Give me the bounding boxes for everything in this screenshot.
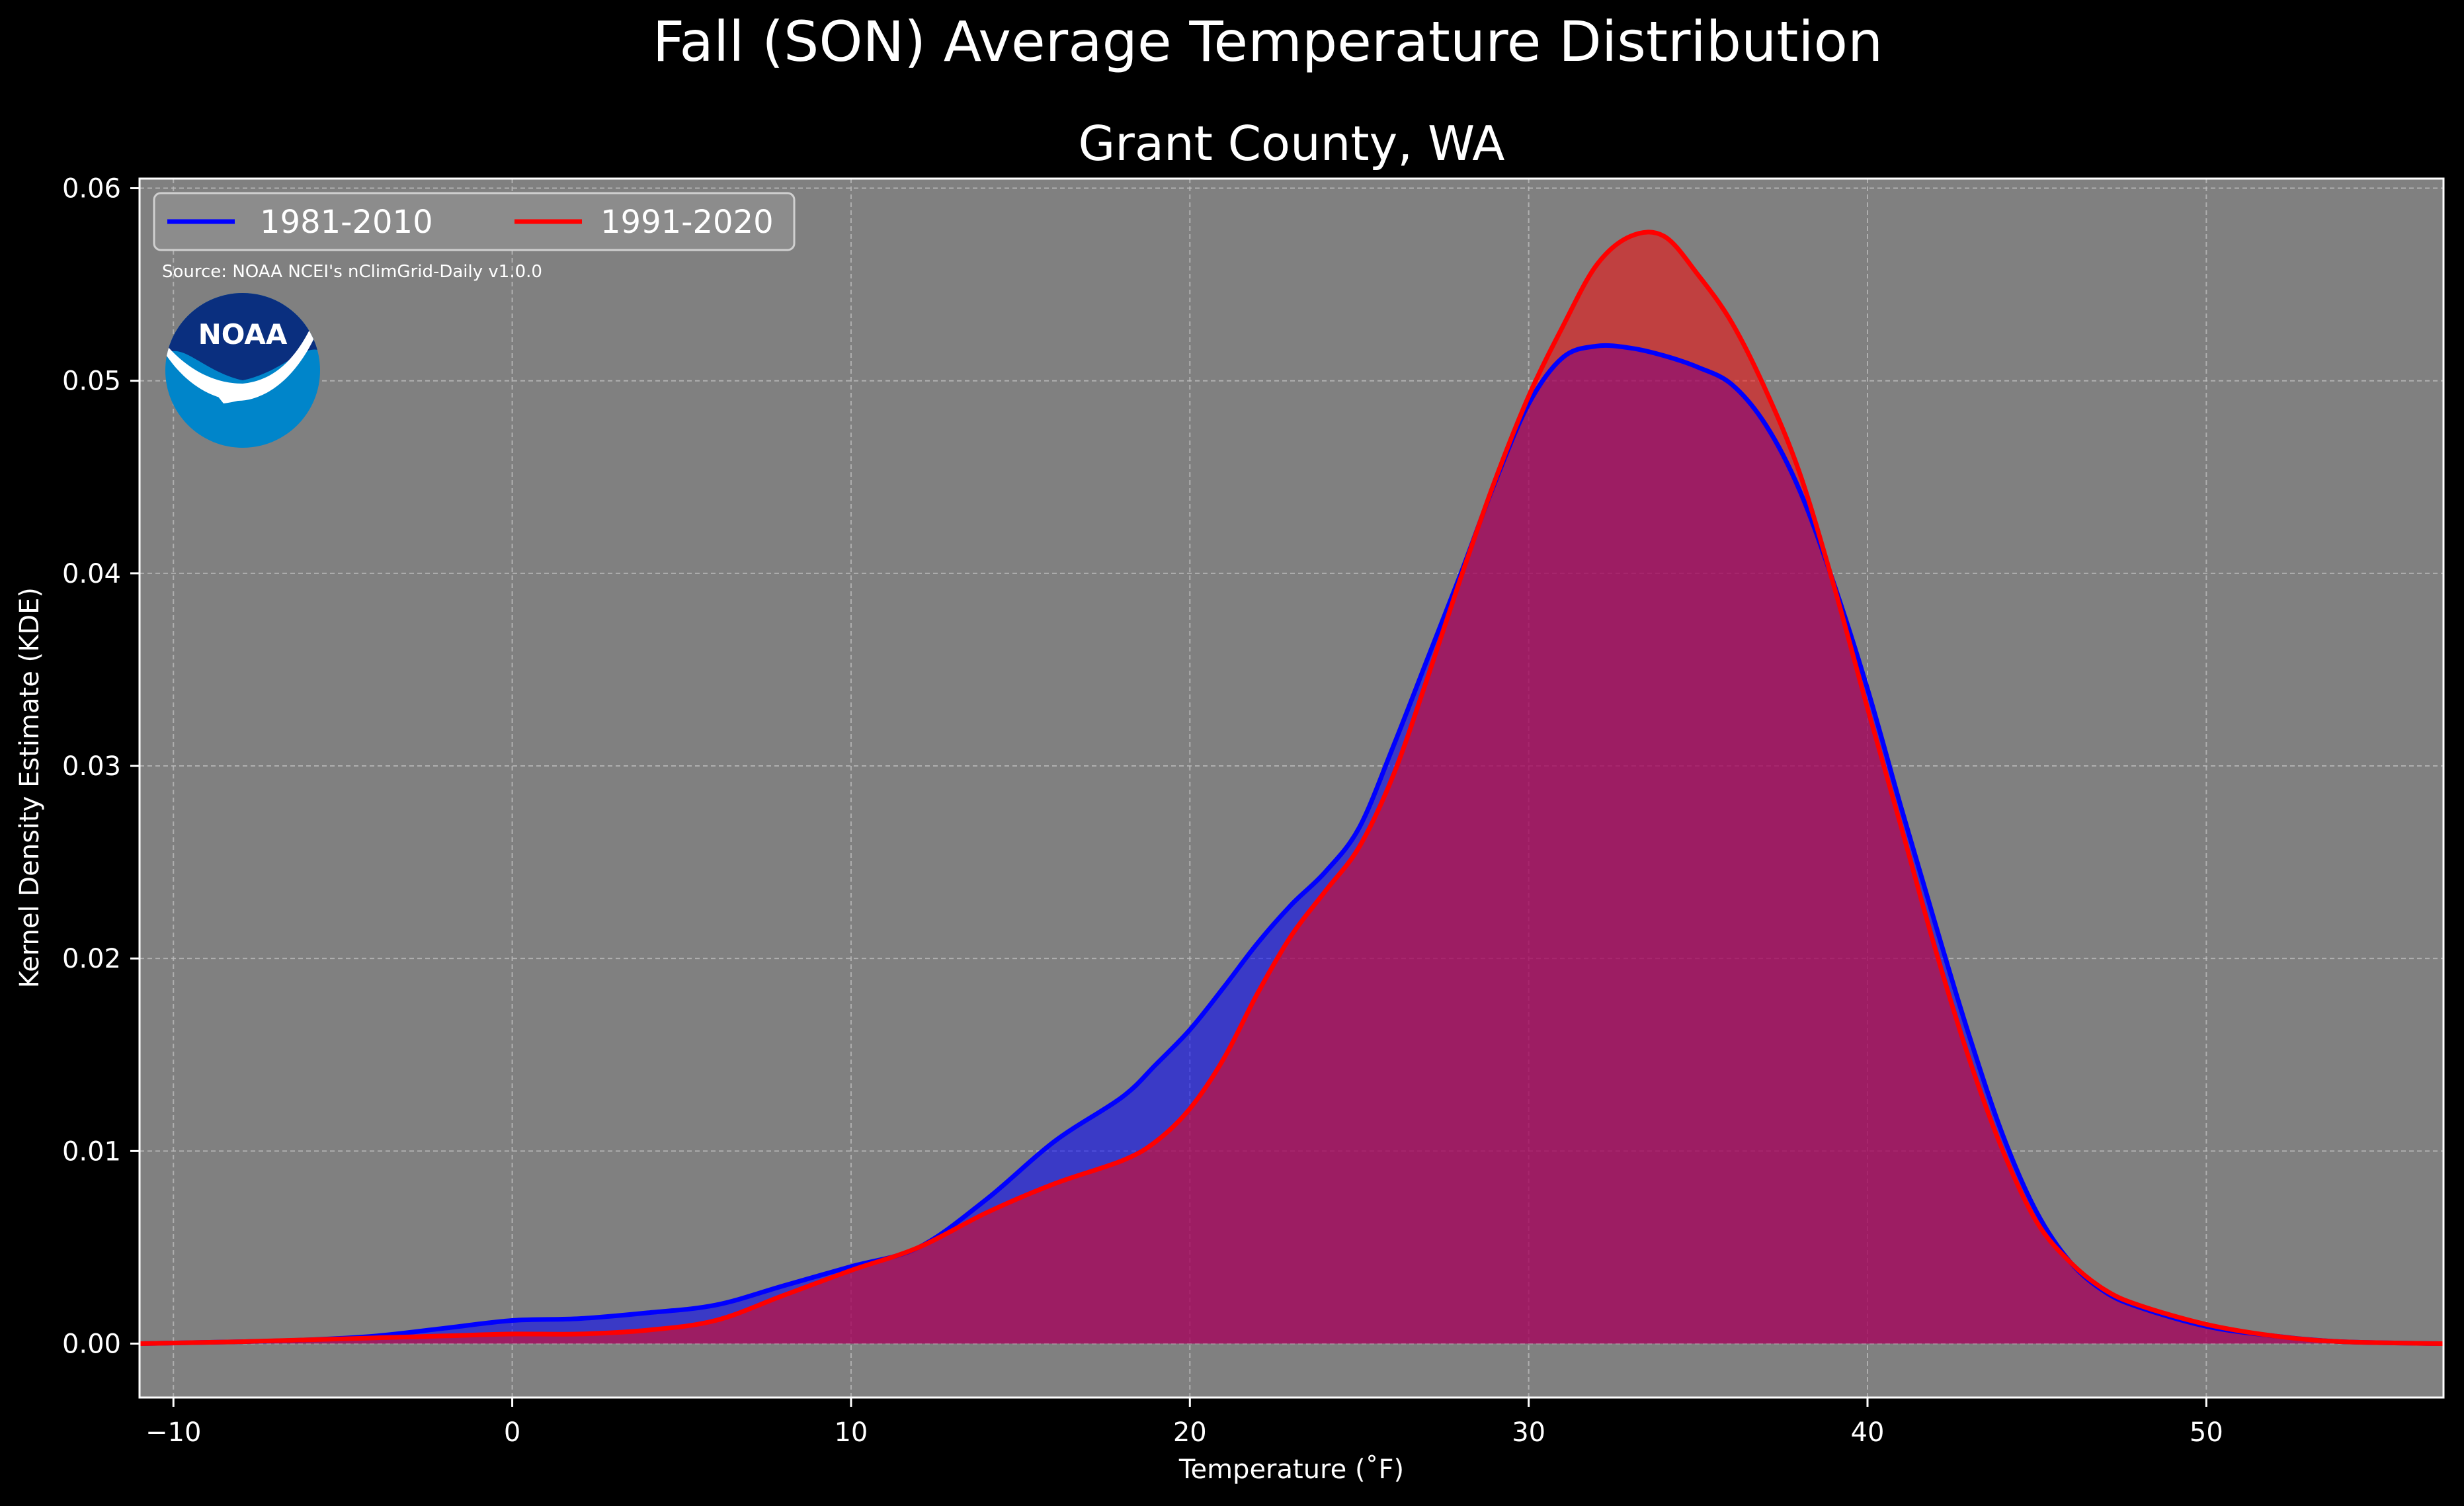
- plot-frame: [138, 177, 2445, 1399]
- series-line-1991-2020: [139, 230, 2444, 1346]
- y-tick-label: 0.01: [62, 1136, 121, 1167]
- legend-box: [153, 192, 796, 251]
- y-tick-label: 0.02: [62, 944, 121, 974]
- x-tick-label: 10: [834, 1417, 868, 1448]
- x-tick-label: −10: [145, 1417, 201, 1448]
- y-axis-label: Kernel Density Estimate (KDE): [15, 587, 45, 988]
- series-fill-1991-2020: [140, 231, 2443, 1344]
- y-tick-label: 0.03: [62, 751, 121, 782]
- legend-label-1981-2010: 1981-2010: [260, 204, 433, 241]
- axis-ticks: −10 0 10 20 30 40 50 0.00 0.01 0.02 0.03 0.04 0.05 0.…: [62, 174, 2223, 1448]
- y-tick-label: 0.05: [62, 366, 121, 397]
- legend-label-1991-2020: 1991-2020: [600, 204, 774, 241]
- x-tick-label: 50: [2190, 1417, 2223, 1448]
- x-tick-label: 0: [504, 1417, 520, 1448]
- x-tick-label: 40: [1851, 1417, 1885, 1448]
- x-axis-label: Temperature (˚F): [1178, 1454, 1404, 1485]
- noaa-logo-text: NOAA: [198, 318, 288, 351]
- y-tick-label: 0.06: [62, 174, 121, 204]
- chart-title: Grant County, WA: [1079, 116, 1505, 171]
- chart-suptitle: Fall (SON) Average Temperature Distribut…: [653, 9, 1883, 74]
- y-tick-label: 0.00: [62, 1329, 121, 1359]
- x-tick-label: 30: [1512, 1417, 1545, 1448]
- y-tick-label: 0.04: [62, 559, 121, 589]
- source-note: Source: NOAA NCEI's nClimGrid-Daily v1.0…: [162, 262, 542, 282]
- series-layer: [139, 230, 2444, 1346]
- x-tick-label: 20: [1173, 1417, 1207, 1448]
- legend: 1981-2010 1991-2020: [153, 192, 796, 251]
